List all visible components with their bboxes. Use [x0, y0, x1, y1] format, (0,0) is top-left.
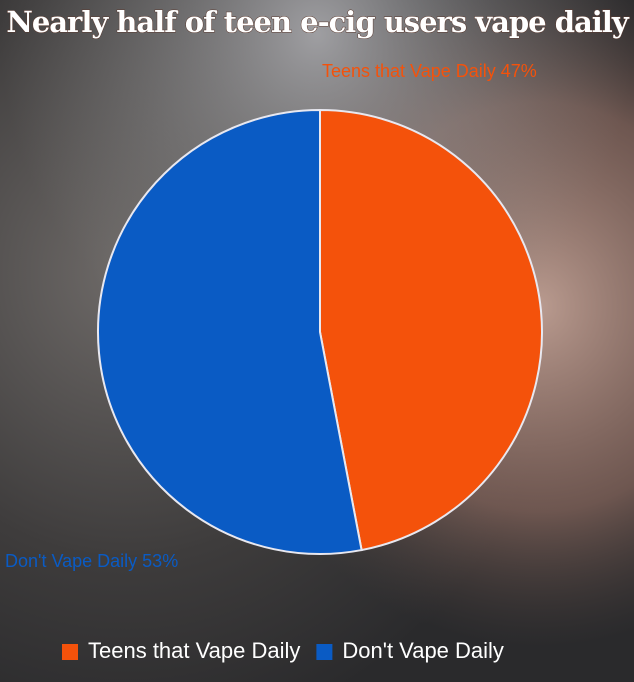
data-label-name: Teens that Vape Daily	[322, 61, 496, 81]
pie-slice	[319, 108, 543, 552]
data-label: Don't Vape Daily 53%	[5, 551, 178, 571]
data-label: Teens that Vape Daily 47%	[322, 61, 537, 81]
chart-title: Nearly half of teen e-cig users vape dai…	[6, 5, 630, 39]
legend-label: Don't Vape Daily	[342, 638, 504, 663]
legend-swatch	[62, 644, 78, 660]
legend-swatch	[316, 644, 333, 660]
data-label-name: Don't Vape Daily	[5, 551, 137, 571]
data-label-value: 53%	[142, 551, 178, 571]
legend-label: Teens that Vape Daily	[88, 638, 300, 663]
pie-slice	[97, 108, 363, 555]
data-label-value: 47%	[501, 61, 537, 81]
